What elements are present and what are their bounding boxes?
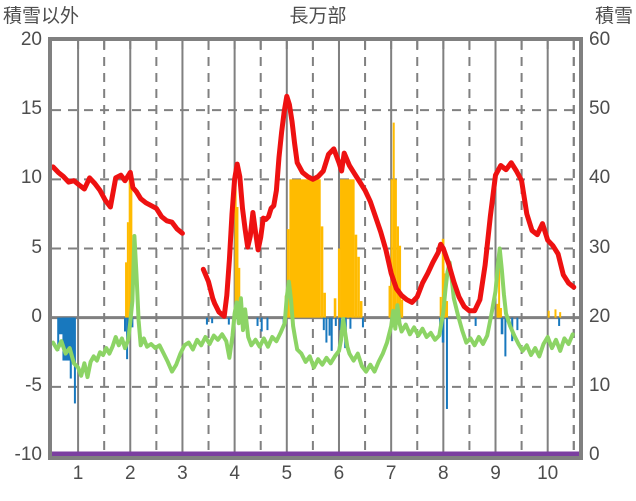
y-tick-label: 20	[20, 29, 42, 50]
y2-tick-label: 40	[589, 167, 611, 189]
x-tick-label: 3	[177, 463, 188, 484]
x-tick-label: 9	[490, 463, 501, 484]
x-tick-label: 7	[385, 463, 397, 484]
blue-bars	[57, 317, 561, 409]
y2-tick-label: 20	[589, 305, 611, 327]
y2-tick-label: 0	[589, 444, 600, 465]
y-tick-label: 0	[31, 305, 42, 327]
y2-tick-label: 60	[589, 29, 611, 50]
chart-svg	[52, 41, 579, 456]
y-tick-label: -5	[25, 374, 42, 396]
left-axis-title: 積雪以外	[3, 6, 80, 27]
page-title: 長万部	[289, 6, 347, 27]
right-axis-title: 積雪	[594, 6, 633, 27]
x-tick-label: 6	[333, 463, 345, 484]
x-tick-label: 4	[229, 463, 240, 484]
plot-area	[48, 37, 583, 460]
x-tick-label: 10	[537, 463, 559, 484]
plot-canvas	[52, 41, 579, 456]
y2-tick-label: 30	[589, 236, 611, 258]
x-tick-label: 5	[281, 463, 293, 484]
x-tick-label: 2	[124, 463, 136, 484]
green-line-path	[52, 234, 575, 380]
x-tick-label: 8	[438, 463, 449, 484]
x-tick-label: 1	[72, 463, 84, 484]
y-tick-label: 10	[20, 167, 42, 189]
y2-tick-label: 50	[589, 98, 611, 120]
y2-tick-label: 10	[589, 374, 611, 396]
y-tick-label: 15	[20, 98, 42, 120]
y-tick-label: -10	[14, 444, 42, 465]
red-line-path	[52, 93, 577, 319]
y-tick-label: 5	[31, 236, 42, 258]
